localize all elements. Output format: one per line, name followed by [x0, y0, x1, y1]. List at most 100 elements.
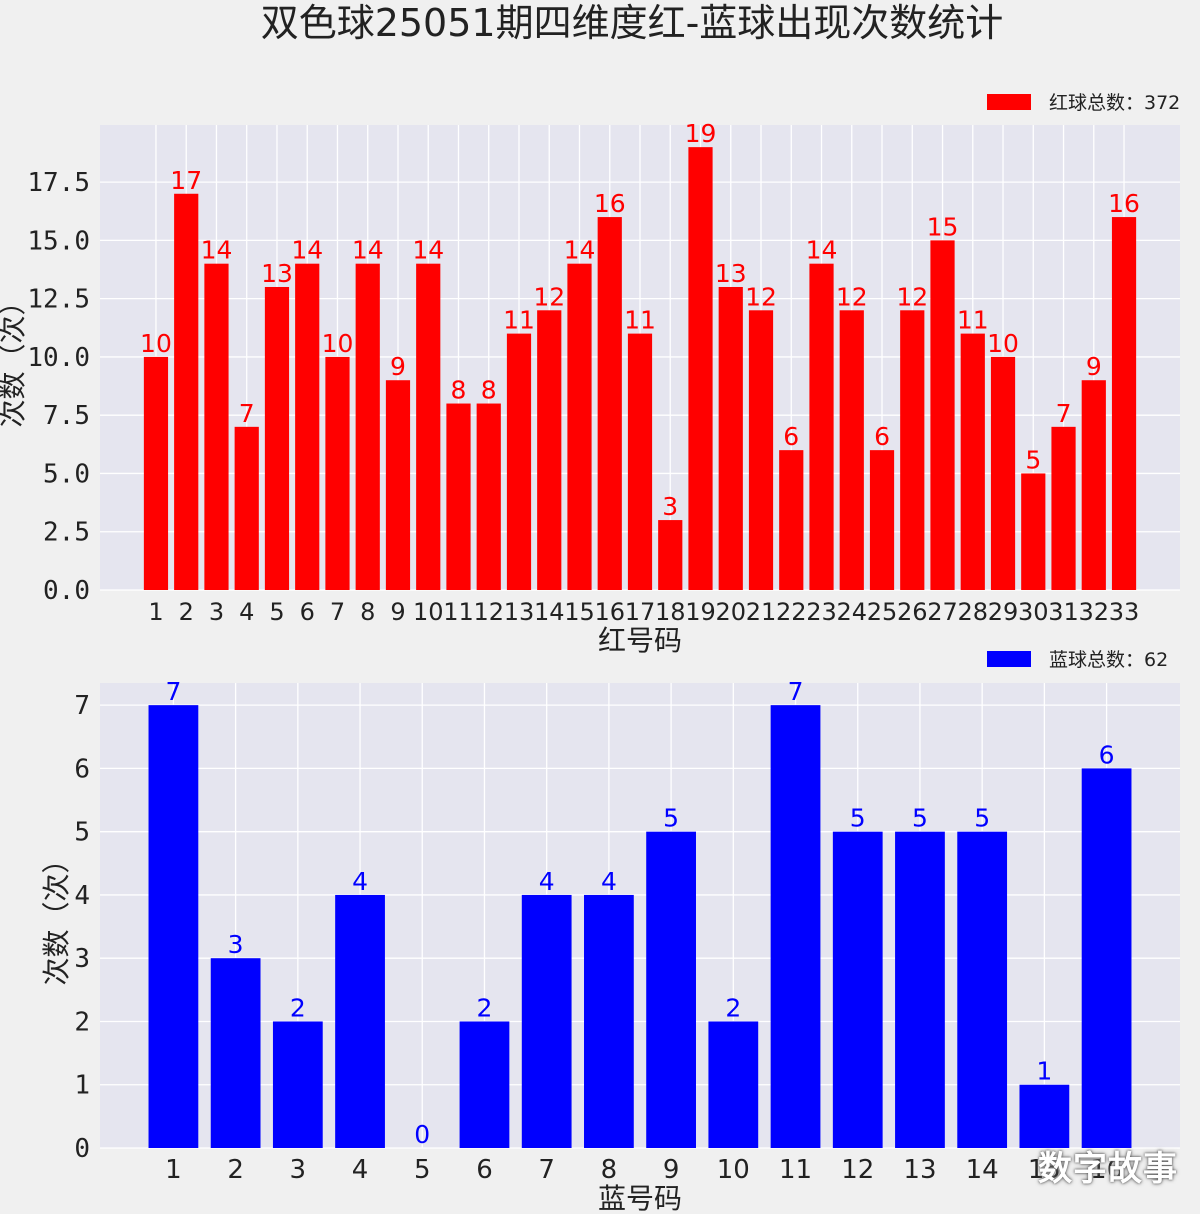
- value-label-blue-5: 0: [414, 1120, 430, 1149]
- bar-blue-16: [1081, 768, 1132, 1148]
- x-tick-label: 29: [988, 598, 1019, 626]
- value-label-blue-6: 2: [477, 993, 493, 1022]
- bar-red-17: [627, 333, 653, 590]
- x-tick-label: 13: [903, 1155, 936, 1185]
- legend-swatch-blue: [987, 651, 1031, 667]
- value-label-red-17: 11: [624, 306, 656, 335]
- bar-blue-10: [708, 1021, 759, 1148]
- value-label-blue-9: 5: [663, 804, 679, 833]
- x-tick-label: 4: [352, 1155, 369, 1185]
- x-tick-label: 2: [227, 1155, 244, 1185]
- y-tick-label: 0: [74, 1134, 90, 1164]
- y-tick-label: 12.5: [27, 285, 90, 315]
- x-axis-label: 蓝号码: [598, 1182, 682, 1214]
- value-label-red-16: 16: [594, 189, 626, 218]
- x-tick-label: 18: [655, 598, 686, 626]
- chart-title: 双色球25051期四维度红-蓝球出现次数统计: [261, 1, 1004, 45]
- bar-blue-15: [1019, 1084, 1070, 1148]
- value-label-red-31: 7: [1056, 399, 1072, 428]
- value-label-red-9: 9: [390, 352, 406, 381]
- value-label-red-13: 11: [503, 306, 535, 335]
- value-label-red-18: 3: [662, 492, 678, 521]
- legend-label-blue: 蓝球总数：62: [1049, 649, 1168, 671]
- bar-red-29: [990, 356, 1016, 590]
- bar-blue-6: [459, 1021, 510, 1148]
- bar-red-3: [204, 263, 229, 590]
- x-tick-label: 16: [594, 598, 625, 626]
- bar-red-15: [567, 263, 592, 590]
- bar-red-24: [839, 310, 864, 590]
- bar-red-10: [416, 263, 441, 590]
- value-label-red-29: 10: [987, 329, 1019, 358]
- x-tick-label: 10: [413, 598, 444, 626]
- value-label-red-3: 14: [201, 236, 233, 265]
- x-tick-label: 30: [1018, 598, 1049, 626]
- x-tick-label: 11: [443, 598, 474, 626]
- value-label-red-21: 12: [745, 282, 777, 311]
- value-label-blue-16: 6: [1099, 740, 1115, 769]
- bar-red-11: [446, 403, 471, 590]
- x-tick-label: 14: [966, 1155, 999, 1185]
- value-label-red-20: 13: [715, 259, 747, 288]
- x-tick-label: 28: [957, 598, 988, 626]
- value-label-red-23: 14: [806, 236, 838, 265]
- y-tick-label: 7: [74, 691, 90, 721]
- y-tick-label: 5: [74, 818, 90, 848]
- bar-blue-7: [521, 894, 572, 1148]
- bar-red-1: [143, 356, 169, 590]
- value-label-red-32: 9: [1086, 352, 1102, 381]
- value-label-blue-15: 1: [1036, 1057, 1052, 1086]
- y-tick-label: 2: [74, 1007, 90, 1037]
- value-label-red-33: 16: [1108, 189, 1140, 218]
- bar-red-30: [1021, 473, 1046, 590]
- bar-red-21: [748, 310, 774, 590]
- value-label-blue-13: 5: [912, 804, 928, 833]
- y-tick-label: 2.5: [43, 518, 90, 548]
- x-tick-label: 12: [473, 598, 504, 626]
- value-label-blue-14: 5: [974, 804, 990, 833]
- value-label-blue-12: 5: [850, 804, 866, 833]
- value-label-red-1: 10: [140, 329, 172, 358]
- y-tick-label: 5.0: [43, 459, 90, 489]
- y-tick-label: 17.5: [27, 168, 90, 198]
- value-label-red-10: 14: [412, 236, 444, 265]
- legend-swatch-red: [987, 94, 1031, 110]
- value-label-red-12: 8: [481, 376, 497, 405]
- x-tick-label: 6: [300, 598, 315, 626]
- x-tick-label: 15: [564, 598, 595, 626]
- x-tick-label: 3: [290, 1155, 307, 1185]
- x-tick-label: 1: [165, 1155, 182, 1185]
- x-tick-label: 1: [148, 598, 163, 626]
- x-tick-label: 11: [779, 1155, 812, 1185]
- x-tick-label: 16: [1090, 1155, 1123, 1185]
- value-label-red-27: 15: [927, 212, 959, 241]
- x-tick-label: 20: [715, 598, 746, 626]
- bar-red-9: [385, 380, 411, 590]
- bar-blue-9: [646, 831, 696, 1148]
- bar-red-32: [1081, 380, 1106, 590]
- y-tick-label: 6: [74, 754, 90, 784]
- bar-red-6: [295, 263, 320, 590]
- bar-red-2: [174, 193, 199, 590]
- y-tick-label: 15.0: [27, 226, 90, 256]
- x-tick-label: 7: [330, 598, 345, 626]
- value-label-blue-4: 4: [352, 867, 368, 896]
- plot-area: [100, 683, 1180, 1148]
- bar-red-12: [476, 403, 501, 590]
- bar-red-27: [930, 240, 955, 590]
- bar-blue-1: [148, 705, 199, 1148]
- bar-red-25: [869, 450, 895, 590]
- value-label-red-7: 10: [322, 329, 354, 358]
- x-tick-label: 32: [1079, 598, 1110, 626]
- bar-red-7: [325, 356, 350, 590]
- value-label-red-2: 17: [170, 166, 202, 195]
- value-label-red-22: 6: [783, 422, 799, 451]
- x-tick-label: 3: [209, 598, 224, 626]
- bar-red-4: [234, 426, 259, 590]
- x-axis-label: 红号码: [598, 624, 682, 657]
- x-tick-label: 9: [663, 1155, 680, 1185]
- value-label-red-14: 12: [533, 282, 565, 311]
